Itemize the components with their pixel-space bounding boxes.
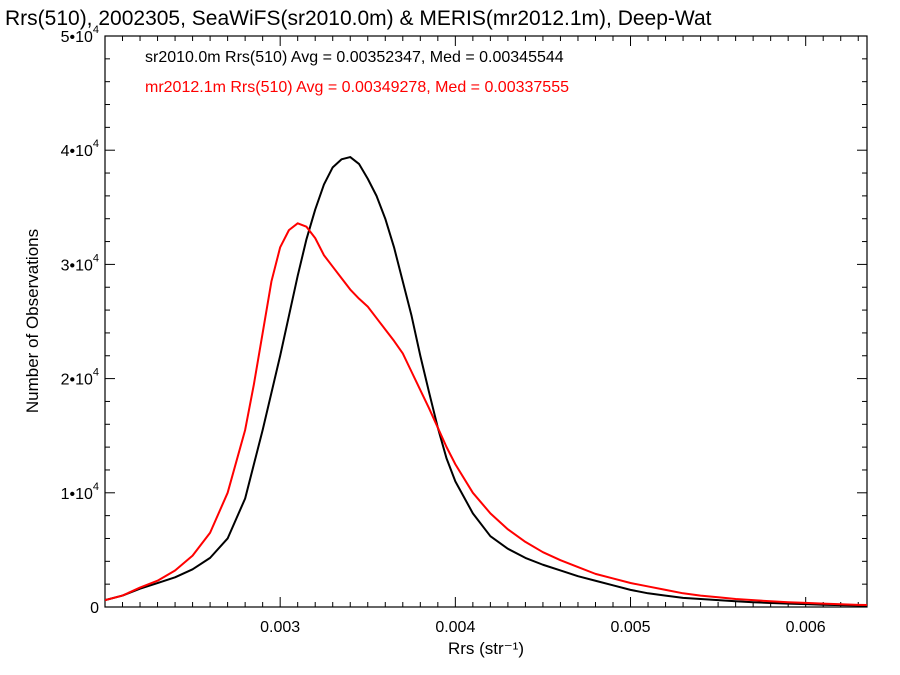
y-tick-label: 2•104 xyxy=(61,367,99,389)
y-tick-label-base: 3•10 xyxy=(61,257,93,274)
y-axis-label: Number of Observations xyxy=(23,229,42,413)
x-tick-label: 0.003 xyxy=(260,619,300,636)
y-tick-label: 3•104 xyxy=(61,252,99,274)
y-tick-label-exponent: 4 xyxy=(93,367,99,379)
y-tick-label-exponent: 4 xyxy=(93,481,99,493)
x-tick-label: 0.006 xyxy=(786,619,826,636)
series-layer xyxy=(105,156,867,607)
y-tick-label: 4•104 xyxy=(61,138,99,160)
y-tick-label-base: 2•10 xyxy=(61,372,93,389)
plot-frame xyxy=(104,35,868,608)
histogram-line-mr2012 xyxy=(105,222,867,607)
y-tick-label: 1•104 xyxy=(61,481,99,503)
x-tick-label: 0.005 xyxy=(610,619,650,636)
axis-ticks xyxy=(105,35,867,608)
y-tick-label-exponent: 4 xyxy=(93,24,99,36)
chart-title: Rrs(510), 2002305, SeaWiFS(sr2010.0m) & … xyxy=(5,7,712,30)
y-tick-label: 0 xyxy=(90,600,99,617)
y-tick-label-base: 5•10 xyxy=(61,29,93,46)
x-axis-label: Rrs (str⁻¹) xyxy=(448,639,524,658)
y-tick-label: 5•104 xyxy=(61,24,99,46)
y-tick-label-exponent: 4 xyxy=(93,252,99,264)
histogram-line-sr2010 xyxy=(105,156,867,607)
x-tick-labels: 0.003 0.004 0.005 0.006 xyxy=(260,619,826,636)
y-tick-label-base: 1•10 xyxy=(61,486,93,503)
y-tick-label-exponent: 4 xyxy=(93,138,99,150)
legend-stats-sr2010: sr2010.0m Rrs(510) Avg = 0.00352347, Med… xyxy=(145,49,564,66)
y-tick-label-base: 4•10 xyxy=(61,143,93,160)
legend-stats-mr2012: mr2012.1m Rrs(510) Avg = 0.00349278, Med… xyxy=(145,79,569,96)
x-tick-label: 0.004 xyxy=(435,619,475,636)
